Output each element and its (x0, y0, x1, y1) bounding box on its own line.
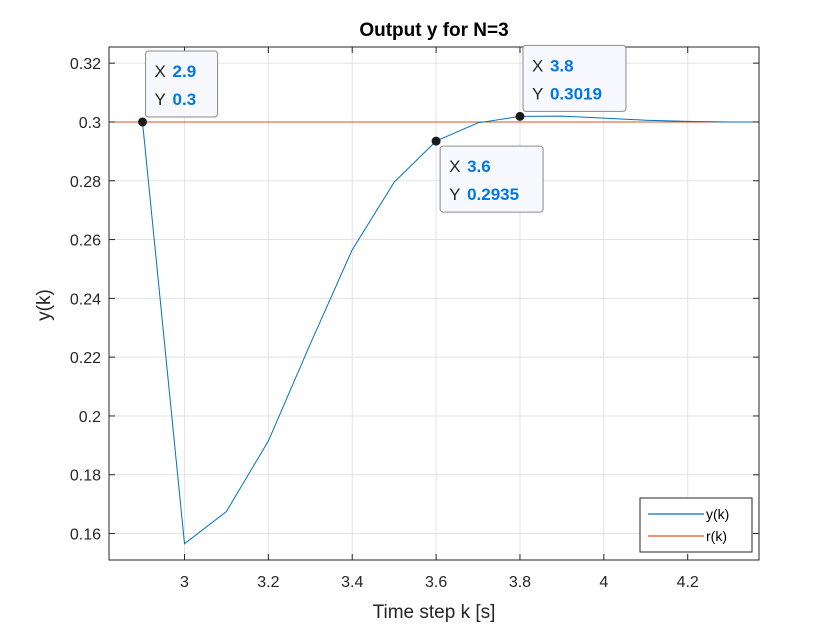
datatip[interactable]: X 3.8 Y 0.3019 (515, 44, 627, 121)
x-tick-label: 4.2 (677, 574, 699, 591)
legend-box (639, 497, 753, 553)
datatip-x-value: 3.6 (467, 157, 491, 176)
datatip-x-key: X (449, 157, 460, 176)
legend-label: r(k) (706, 528, 727, 544)
y-tick-label: 0.3 (79, 115, 101, 132)
y-tick-label: 0.16 (70, 527, 101, 544)
datatip-box (439, 145, 544, 213)
chart-title: Output y for N=3 (359, 20, 508, 41)
axis-ticks: 3 3.2 3.4 3.6 3.8 4 4.2 0.16 0.18 0.2 0.22 0.24 0.26… (70, 47, 759, 591)
grid (109, 47, 759, 560)
datatip-marker[interactable] (515, 111, 525, 121)
y-tick-label: 0.32 (70, 56, 101, 73)
datatip-y-value: 0.2935 (467, 185, 519, 204)
datatip-y-value: 0.3019 (550, 84, 602, 103)
axes-frame (108, 46, 760, 561)
y-tick-label: 0.2 (79, 409, 101, 426)
datatip-x-key: X (532, 56, 543, 75)
y-tick-label: 0.24 (70, 291, 101, 308)
y-tick-label: 0.18 (70, 468, 101, 485)
axes-background (109, 47, 759, 560)
x-tick-label: 3.2 (257, 574, 279, 591)
datatip-x-value: 2.9 (173, 62, 197, 81)
datatip-x-value: 3.8 (550, 56, 574, 75)
y-tick-label: 0.28 (70, 174, 101, 191)
datatip-marker[interactable] (138, 117, 148, 127)
datatip-y-key: Y (532, 84, 543, 103)
x-tick-label: 3.4 (341, 574, 363, 591)
datatip-y-key: Y (449, 185, 460, 204)
datatip[interactable]: X 2.9 Y 0.3 (138, 50, 219, 127)
datatip-box (522, 44, 627, 112)
datatips: X 2.9 Y 0.3 X 3.6 Y 0.2935 X 3.8 Y 0.3019 (138, 44, 627, 213)
series-line-yk[interactable] (142, 115, 760, 545)
x-tick-label: 3 (180, 574, 189, 591)
datatip-x-key: X (155, 62, 166, 81)
y-axis-label: y(k) (34, 289, 55, 321)
y-tick-label: 0.22 (70, 350, 101, 367)
legend[interactable]: y(k) r(k) (639, 497, 753, 553)
series-lines (109, 115, 760, 545)
x-tick-label: 3.8 (509, 574, 531, 591)
datatip-marker[interactable] (431, 136, 441, 146)
datatip-y-value: 0.3 (173, 90, 197, 109)
x-tick-label: 4 (599, 574, 608, 591)
datatip-y-key: Y (155, 90, 166, 109)
legend-label: y(k) (706, 506, 729, 522)
y-tick-label: 0.26 (70, 233, 101, 250)
datatip-box (145, 50, 219, 118)
datatip[interactable]: X 3.6 Y 0.2935 (431, 136, 544, 213)
x-tick-label: 3.6 (425, 574, 447, 591)
x-axis-label: Time step k [s] (373, 602, 496, 623)
